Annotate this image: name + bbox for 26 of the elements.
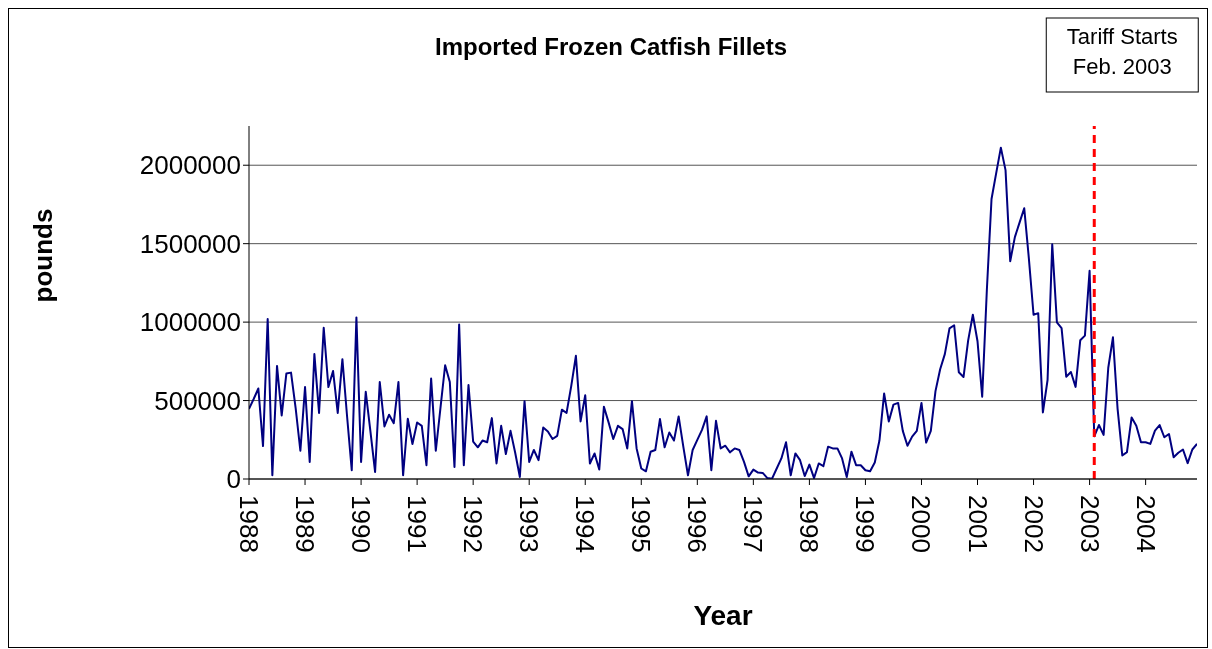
x-tick-label: 2004 xyxy=(1130,495,1161,553)
x-tick-label: 1999 xyxy=(850,495,881,553)
x-tick-label: 2002 xyxy=(1018,495,1049,553)
y-tick-label: 1000000 xyxy=(139,307,241,338)
chart-title: Imported Frozen Catfish Fillets xyxy=(434,33,788,60)
x-tick-label: 1998 xyxy=(794,495,825,553)
x-axis-title: Year xyxy=(693,600,753,631)
x-tick-label: 1996 xyxy=(682,495,713,553)
x-tick-label: 1989 xyxy=(290,495,321,553)
x-tick-label: 1991 xyxy=(402,495,433,553)
x-tick-label: 2001 xyxy=(962,495,993,553)
y-tick-label: 2000000 xyxy=(139,150,241,181)
x-tick-label: 1994 xyxy=(570,495,601,553)
x-tick-label: 2000 xyxy=(906,495,937,553)
y-axis-title: pounds xyxy=(28,208,59,303)
y-tick-label: 0 xyxy=(226,464,241,495)
x-tick-label: 1997 xyxy=(738,495,769,553)
x-tick-label: 1992 xyxy=(458,495,489,553)
x-tick-label: 1988 xyxy=(234,495,264,553)
x-tick-label: 2003 xyxy=(1074,495,1105,553)
y-tick-label: 500000 xyxy=(154,385,241,416)
x-tick-label: 1993 xyxy=(514,495,545,553)
x-tick-label: 1990 xyxy=(346,495,377,553)
y-tick-label: 1500000 xyxy=(139,228,241,259)
ref-line-label: Tariff Starts Feb. 2003 xyxy=(1066,24,1178,79)
x-tick-label: 1995 xyxy=(626,495,657,553)
